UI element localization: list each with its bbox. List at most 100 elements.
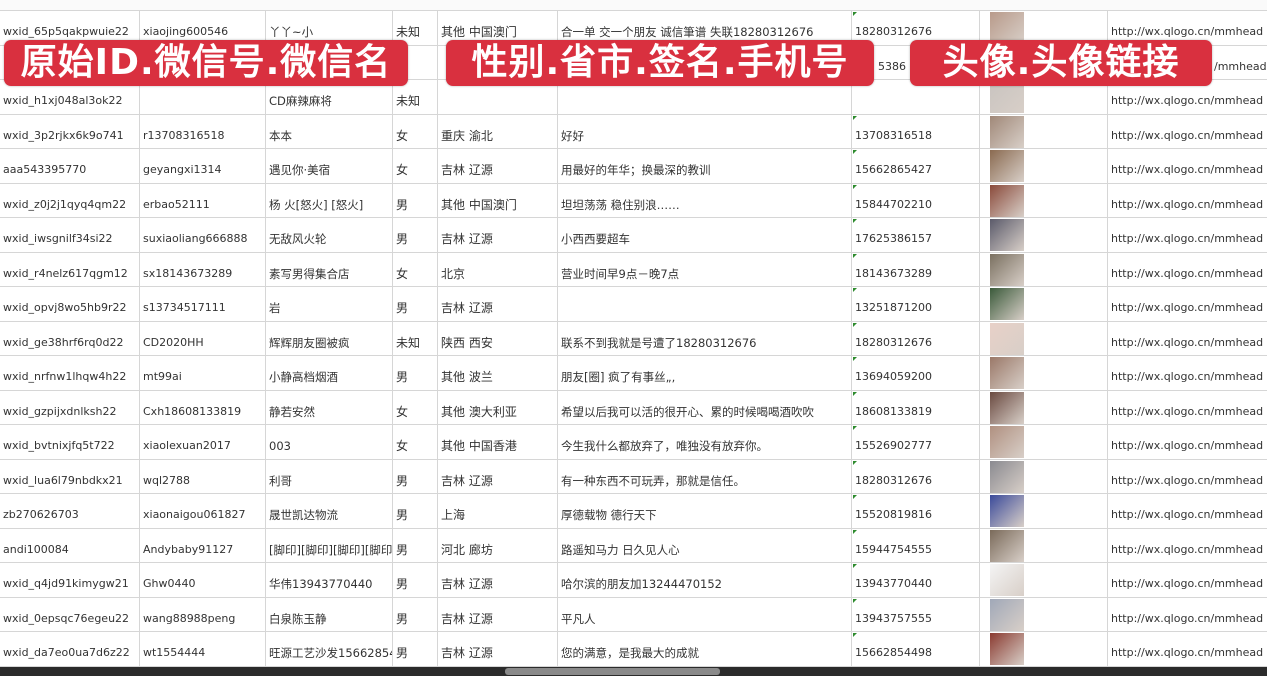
wechat-id-cell[interactable]: mt99ai xyxy=(140,356,266,390)
region-cell[interactable]: 上海 xyxy=(438,494,558,528)
avatar-link-cell[interactable]: http://wx.qlogo.cn/mmhead xyxy=(1111,611,1264,625)
original-id-cell[interactable]: wxid_h1xj048al3ok22 xyxy=(0,80,140,114)
avatar-cell[interactable] xyxy=(980,149,1108,183)
gender-cell[interactable]: 男 xyxy=(393,494,438,528)
region-cell[interactable]: 吉林 辽源 xyxy=(438,597,558,631)
region-cell[interactable]: 吉林 辽源 xyxy=(438,149,558,183)
wechat-name-cell[interactable]: 丫丫~小 xyxy=(266,11,393,45)
original-id-cell[interactable]: aaa543395770 xyxy=(0,149,140,183)
gender-cell[interactable]: 女 xyxy=(393,114,438,148)
wechat-name-cell[interactable]: 静若安然 xyxy=(266,390,393,424)
avatar-cell[interactable] xyxy=(980,390,1108,424)
phone-cell[interactable]: 13708316518 xyxy=(852,114,980,148)
wechat-id-cell[interactable]: r13708316518 xyxy=(140,114,266,148)
region-cell[interactable]: 吉林 辽源 xyxy=(438,218,558,252)
avatar-cell[interactable] xyxy=(980,252,1108,286)
original-id-cell[interactable]: wxid_gzpijxdnlksh22 xyxy=(0,390,140,424)
original-id-cell[interactable]: wxid_65p5qakpwuie22 xyxy=(0,11,140,45)
avatar-link-cell[interactable]: http://wx.qlogo.cn/mmhead xyxy=(1111,508,1264,521)
signature-cell[interactable]: 有一种东西不可玩弄，那就是信任。 xyxy=(558,459,852,493)
wechat-id-cell[interactable]: Ghw0440 xyxy=(140,563,266,597)
gender-cell[interactable] xyxy=(393,45,438,79)
wechat-id-cell[interactable]: Andybaby91127 xyxy=(140,528,266,562)
wechat-name-cell[interactable]: 本本 xyxy=(266,114,393,148)
avatar-cell[interactable] xyxy=(980,80,1108,114)
gender-cell[interactable]: 未知 xyxy=(393,11,438,45)
gender-cell[interactable]: 男 xyxy=(393,183,438,217)
phone-cell[interactable]: 13943770440 xyxy=(852,563,980,597)
region-cell[interactable]: 重庆 渝北 xyxy=(438,114,558,148)
gender-cell[interactable]: 女 xyxy=(393,390,438,424)
wechat-id-cell[interactable]: wang88988peng xyxy=(140,597,266,631)
gender-cell[interactable]: 未知 xyxy=(393,321,438,355)
wechat-id-cell[interactable]: geyangxi1314 xyxy=(140,149,266,183)
gender-cell[interactable]: 男 xyxy=(393,597,438,631)
wechat-id-cell[interactable]: erbao52111 xyxy=(140,183,266,217)
phone-cell[interactable]: 15944754555 xyxy=(852,528,980,562)
signature-cell[interactable]: 哈尔滨的朋友加13244470152 xyxy=(558,563,852,597)
region-cell[interactable] xyxy=(438,80,558,114)
signature-cell[interactable]: 平凡人 xyxy=(558,597,852,631)
avatar-cell[interactable] xyxy=(980,356,1108,390)
region-cell[interactable]: 其他 波兰 xyxy=(438,356,558,390)
wechat-name-cell[interactable]: 遇见你·美宿 xyxy=(266,149,393,183)
gender-cell[interactable]: 男 xyxy=(393,528,438,562)
signature-cell[interactable]: 联系不到我就是号遭了18280312676 xyxy=(558,321,852,355)
region-cell[interactable]: 吉林 辽源 xyxy=(438,563,558,597)
wechat-name-cell[interactable]: 旺源工艺沙发15662854 xyxy=(266,632,393,666)
avatar-cell[interactable] xyxy=(980,425,1108,459)
wechat-name-cell[interactable]: [脚印][脚印][脚印][脚印] xyxy=(266,528,393,562)
region-cell[interactable]: 吉林 辽源 xyxy=(438,287,558,321)
phone-cell[interactable]: 18280312676 xyxy=(852,459,980,493)
avatar-link-cell[interactable]: http://wx.qlogo.cn/mmhead xyxy=(1111,439,1264,452)
original-id-cell[interactable]: andi100084 xyxy=(0,528,140,562)
wechat-id-cell[interactable]: xiaojing600546 xyxy=(140,11,266,45)
signature-cell[interactable]: 合一单 交一个朋友 诚信筆谱 失联18280312676 xyxy=(558,11,852,45)
region-cell[interactable]: 吉林 辽源 xyxy=(438,632,558,666)
phone-cell[interactable]: 13943757555 xyxy=(852,597,980,631)
avatar-link-cell[interactable]: http://wx.qlogo.cn/mmhead xyxy=(1111,266,1264,280)
gender-cell[interactable]: 男 xyxy=(393,563,438,597)
wechat-name-cell[interactable]: 无敌风火轮 xyxy=(266,218,393,252)
original-id-cell[interactable]: wxid_z0j2j1qyq4qm22 xyxy=(0,183,140,217)
signature-cell[interactable]: 今生我什么都放弃了，唯独没有放弃你。 xyxy=(558,425,852,459)
signature-cell[interactable]: 路遥知马力 日久见人心 xyxy=(558,528,852,562)
region-cell[interactable]: 吉林 辽源 xyxy=(438,459,558,493)
avatar-link-cell[interactable]: /mmhead xyxy=(1214,59,1267,73)
phone-cell[interactable]: 15662854498 xyxy=(852,632,980,666)
gender-cell[interactable]: 男 xyxy=(393,356,438,390)
wechat-id-cell[interactable]: suxiaoliang666888 xyxy=(140,218,266,252)
region-cell[interactable]: 陕西 西安 xyxy=(438,321,558,355)
original-id-cell[interactable]: wxid_ge38hrf6rq0d22 xyxy=(0,321,140,355)
region-cell[interactable]: 其他 中国香港 xyxy=(438,425,558,459)
original-id-cell[interactable]: wxid_3p2rjkx6k9o741 xyxy=(0,114,140,148)
region-cell[interactable]: 河北 廊坊 xyxy=(438,528,558,562)
avatar-cell[interactable] xyxy=(980,459,1108,493)
wechat-id-cell[interactable]: wt1554444 xyxy=(140,632,266,666)
wechat-id-cell[interactable]: CD2020HH xyxy=(140,321,266,355)
avatar-cell[interactable] xyxy=(980,494,1108,528)
wechat-id-cell[interactable]: wql2788 xyxy=(140,459,266,493)
original-id-cell[interactable]: wxid_r4nelz617qgm12 xyxy=(0,252,140,286)
region-cell[interactable]: 其他 中国澳门 xyxy=(438,183,558,217)
original-id-cell[interactable]: wxid_nrfnw1lhqw4h22 xyxy=(0,356,140,390)
gender-cell[interactable]: 男 xyxy=(393,459,438,493)
gender-cell[interactable]: 男 xyxy=(393,218,438,252)
phone-cell[interactable]: 18608133819 xyxy=(852,390,980,424)
spreadsheet-grid[interactable]: wxid_65p5qakpwuie22 xiaojing600546 丫丫~小 未知其… xyxy=(0,11,1267,667)
phone-cell[interactable]: 18280312676 xyxy=(852,11,980,45)
original-id-cell[interactable]: zb270626703 xyxy=(0,494,140,528)
region-cell[interactable]: 其他 中国澳门 xyxy=(438,11,558,45)
avatar-link-cell[interactable]: http://wx.qlogo.cn/mmhead xyxy=(1111,128,1264,142)
signature-cell[interactable]: 营业时间早9点－晚7点 xyxy=(558,252,852,286)
original-id-cell[interactable]: wxid_q4jd91kimygw21 xyxy=(0,563,140,597)
gender-cell[interactable]: 女 xyxy=(393,425,438,459)
wechat-name-cell[interactable]: 晟世凯达物流 xyxy=(266,494,393,528)
avatar-cell[interactable] xyxy=(980,597,1108,631)
original-id-cell[interactable]: wxid_iwsgnilf34si22 xyxy=(0,218,140,252)
signature-cell[interactable]: 朋友[圈] 疯了有事丝„, xyxy=(558,356,852,390)
wechat-name-cell[interactable]: 岩 xyxy=(266,287,393,321)
horizontal-scrollbar[interactable] xyxy=(505,668,720,675)
wechat-id-cell[interactable]: xiaonaigou061827 xyxy=(140,494,266,528)
wechat-name-cell[interactable]: 辉辉朋友圈被疯 xyxy=(266,321,393,355)
